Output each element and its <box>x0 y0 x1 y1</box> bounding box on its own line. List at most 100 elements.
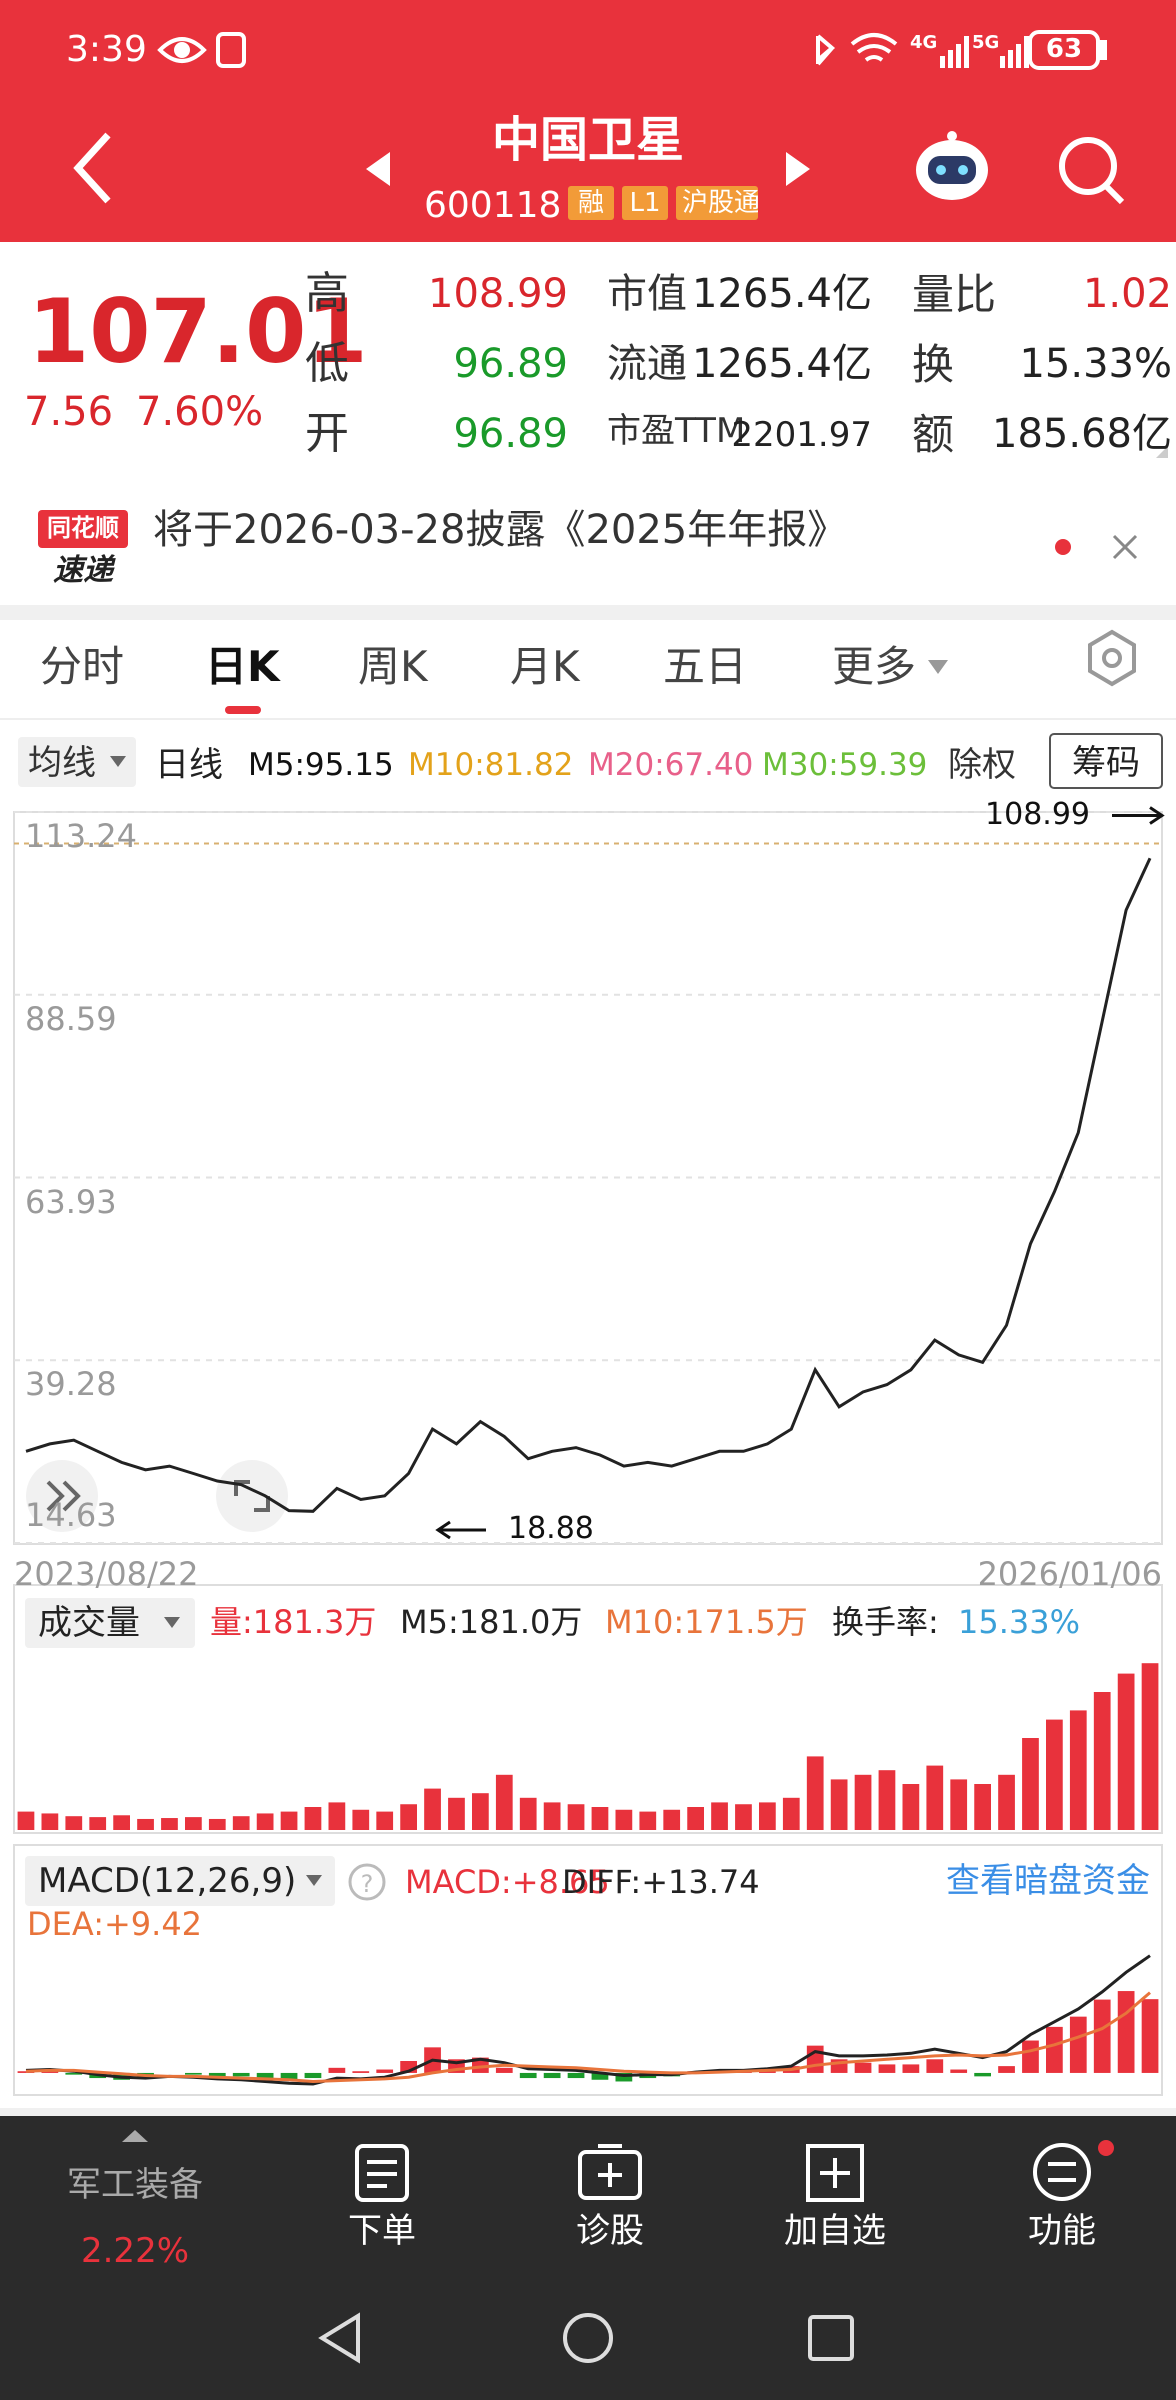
volume-bar <box>1069 1710 1087 1830</box>
low-label: 18.88 <box>508 1511 594 1546</box>
sector-name[interactable]: 军工装备 <box>67 2165 203 2205</box>
macd-bar <box>1117 1991 1135 2073</box>
tab[interactable]: 月K <box>510 642 580 691</box>
next-stock[interactable] <box>786 152 810 186</box>
toolbar-item[interactable]: 诊股 <box>576 2211 644 2251</box>
y-tick-label: 14.63 <box>25 1496 117 1534</box>
nav-home[interactable] <box>563 2313 613 2363</box>
stock-tag: 沪股通 <box>676 186 758 220</box>
y-tick-label: 39.28 <box>25 1365 117 1404</box>
settings-button[interactable] <box>1088 629 1136 687</box>
stat-value: 15.33% <box>1019 341 1172 387</box>
stat-label: 换 <box>912 340 955 389</box>
macd-bar <box>926 2059 944 2073</box>
macd-value: MACD:+8.65 <box>405 1863 610 1901</box>
macd-bar <box>543 2072 561 2079</box>
volume-bar <box>591 1807 609 1830</box>
fullscreen-button[interactable] <box>216 1460 288 1532</box>
toolbar-item[interactable]: 加自选 <box>784 2211 886 2251</box>
tab[interactable]: 分时 <box>40 642 125 691</box>
stat-label: 量比 <box>912 270 997 319</box>
macd-bar <box>854 2062 872 2073</box>
corner-mark <box>1156 446 1168 458</box>
macd-bar <box>208 2072 226 2077</box>
tab[interactable]: 五日 <box>663 642 748 691</box>
macd-bar <box>17 2071 35 2073</box>
macd-selector[interactable]: MACD(12,26,9) <box>38 1861 297 1901</box>
toolbar-item[interactable]: 功能 <box>1028 2211 1096 2251</box>
macd-bar <box>400 2061 417 2073</box>
macd-selector-box[interactable] <box>25 1856 335 1906</box>
stat-value: 96.89 <box>453 411 568 457</box>
volume-frame <box>13 1584 1163 1834</box>
volume-selector[interactable]: 成交量 <box>38 1603 140 1643</box>
macd-bar <box>519 2072 537 2079</box>
volume-bar <box>519 1797 537 1830</box>
toolbar-item[interactable]: 下单 <box>348 2211 416 2251</box>
macd-bar <box>1141 1999 1159 2073</box>
macd-frame <box>13 1844 1163 2096</box>
stat-label: 额 <box>912 410 955 459</box>
stat-label: 流通 <box>607 341 687 387</box>
dropdown-arrow <box>164 1617 180 1628</box>
assistant-icon[interactable] <box>916 131 988 200</box>
volume-bar <box>711 1802 728 1830</box>
gap <box>0 2108 1176 2116</box>
help-icon[interactable] <box>348 1863 386 1901</box>
macd-bar <box>950 2069 968 2073</box>
nav-recent[interactable] <box>808 2315 854 2361</box>
volume-bar <box>782 1797 800 1830</box>
wifi-icon <box>850 33 898 62</box>
tab[interactable]: 日K <box>205 642 280 691</box>
macd-bar <box>1046 2026 1063 2073</box>
volume-bar <box>806 1756 824 1830</box>
volume-bar <box>17 1811 35 1830</box>
status-time: 3:39 <box>66 29 147 70</box>
volume-stat: M10:171.5万 <box>605 1603 808 1641</box>
y-tick-label: 88.59 <box>25 999 117 1038</box>
volume-bar <box>376 1811 394 1830</box>
search-button[interactable] <box>1059 137 1125 205</box>
low-arrow <box>435 1520 486 1540</box>
volume-bar <box>41 1813 59 1830</box>
tab[interactable]: 周K <box>358 642 428 691</box>
volume-bar <box>615 1809 633 1830</box>
chips-label: 筹码 <box>1072 743 1140 783</box>
adjust-toggle[interactable]: 除权 <box>948 745 1016 785</box>
volume-bar <box>567 1804 585 1830</box>
prev-stock[interactable] <box>366 152 390 186</box>
tab[interactable]: 更多 <box>832 642 917 691</box>
macd-bar <box>232 2072 250 2077</box>
y-tick-label: 63.93 <box>25 1182 117 1221</box>
close-notice[interactable] <box>1112 534 1138 560</box>
macd-bar <box>591 2072 609 2080</box>
volume-selector-box[interactable] <box>25 1598 195 1648</box>
chips-button[interactable] <box>1049 733 1163 789</box>
nav-back[interactable] <box>318 2312 360 2364</box>
dark-pool-link[interactable]: 查看暗盘资金 <box>946 1861 1150 1901</box>
volume-bar <box>735 1804 752 1830</box>
back-button[interactable] <box>73 132 111 204</box>
volume-bar <box>208 1818 226 1830</box>
volume-bar <box>543 1802 561 1830</box>
ma-selector[interactable]: 均线 <box>28 743 96 783</box>
battery-tip <box>1098 40 1107 60</box>
macd-bar <box>806 2045 824 2073</box>
signal-bars <box>940 36 1029 68</box>
volume-stat: 15.33% <box>958 1603 1081 1641</box>
help-glyph: ? <box>361 1870 374 1898</box>
macd-bar <box>376 2069 394 2073</box>
y-tick-label: 113.24 <box>25 817 137 855</box>
stat-label: 市盈TTM <box>607 411 746 451</box>
ma-value: M10:81.82 <box>408 747 574 783</box>
ma-selector-box[interactable] <box>18 737 136 787</box>
volume-bar <box>663 1809 681 1830</box>
volume-stat: 换手率: <box>832 1603 939 1641</box>
volume-bar <box>113 1815 130 1830</box>
macd-bar <box>328 2067 346 2073</box>
volume-bar <box>65 1816 83 1830</box>
notice-text[interactable]: 将于2026-03-28披露《2025年年报》 <box>153 507 848 553</box>
price-line <box>25 857 1152 1513</box>
indicator-line <box>25 1954 1151 2086</box>
eye-pupil <box>174 42 190 58</box>
